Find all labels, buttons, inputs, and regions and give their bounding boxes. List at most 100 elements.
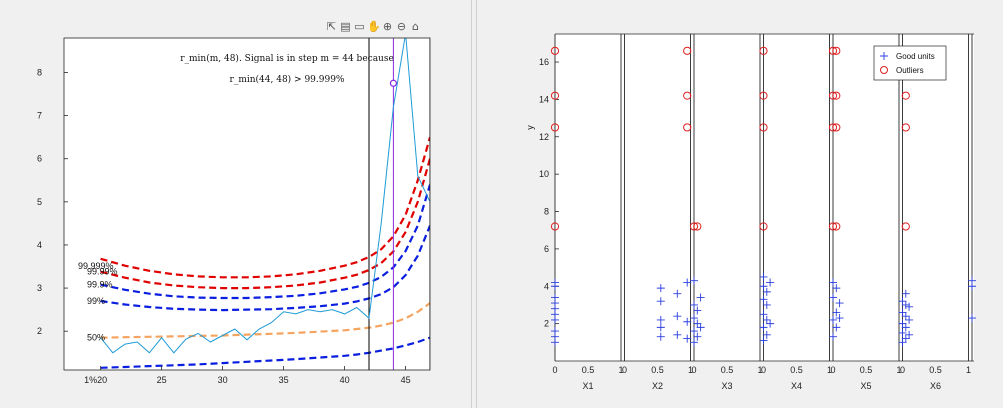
plot-area bbox=[64, 38, 430, 370]
outlier-point bbox=[828, 123, 838, 132]
panel-tick-label: 0 bbox=[691, 365, 696, 375]
panel-tick-label: 1 bbox=[618, 365, 623, 375]
legend-outlier-marker bbox=[880, 66, 888, 74]
envelope-label: 99.9% bbox=[87, 280, 113, 290]
good-unit-point bbox=[762, 330, 771, 339]
y-tick-label: 12 bbox=[539, 132, 549, 142]
good-unit-point bbox=[766, 319, 775, 328]
outlier-point bbox=[693, 222, 702, 231]
good-unit-point bbox=[551, 299, 559, 308]
outlier-point bbox=[550, 222, 560, 231]
pan-icon[interactable]: ✋ bbox=[367, 20, 381, 33]
good-unit-point bbox=[690, 300, 698, 309]
good-unit-point bbox=[656, 315, 665, 324]
outlier-point bbox=[550, 123, 560, 132]
good-unit-point bbox=[673, 312, 682, 321]
panel-tick-label: 1 bbox=[896, 365, 901, 375]
panel-tick-label: 0 bbox=[622, 365, 627, 375]
good-unit-point bbox=[656, 284, 665, 293]
outlier-point bbox=[832, 123, 841, 132]
x-tick-label: 40 bbox=[340, 375, 350, 385]
zoom-in-icon[interactable]: ⊕ bbox=[382, 20, 393, 33]
good-unit-point bbox=[759, 323, 768, 332]
envelope-label: 50% bbox=[87, 333, 105, 343]
good-unit-point bbox=[898, 338, 907, 347]
good-unit-point bbox=[905, 302, 914, 311]
good-unit-point bbox=[683, 317, 692, 326]
panel-tick-label: 0.5 bbox=[790, 365, 803, 375]
envelope-label: 99% bbox=[87, 296, 105, 306]
outlier-point bbox=[683, 123, 692, 132]
y-tick-label: 4 bbox=[544, 281, 549, 291]
panel-label-x1: X1 bbox=[582, 381, 593, 391]
good-unit-point bbox=[968, 276, 976, 285]
save-icon[interactable]: ▤ bbox=[340, 20, 351, 33]
outlier-point bbox=[828, 91, 838, 100]
good-unit-point bbox=[832, 284, 841, 293]
panel-tick-label: 0 bbox=[761, 365, 766, 375]
panel-tick-label: 0.5 bbox=[860, 365, 873, 375]
monitored-line bbox=[100, 38, 430, 354]
envelope-label: 99.999% bbox=[78, 261, 114, 271]
axes-box bbox=[63, 37, 431, 371]
data-tips-icon[interactable]: ▭ bbox=[354, 20, 365, 33]
x-tick-label: 1%20 bbox=[84, 375, 107, 385]
good-unit-point bbox=[693, 319, 702, 328]
y-tick-label: 3 bbox=[37, 283, 42, 293]
panel-tick-label: 1 bbox=[757, 365, 762, 375]
panel-label-x6: X6 bbox=[930, 381, 941, 391]
good-unit-point bbox=[759, 336, 768, 345]
good-unit-point bbox=[683, 278, 692, 287]
good-unit-point bbox=[905, 315, 914, 324]
y-tick-label: 6 bbox=[544, 244, 549, 254]
envelope-line-1 bbox=[100, 158, 430, 290]
panel-label-x3: X3 bbox=[721, 381, 732, 391]
good-unit-point bbox=[762, 287, 771, 296]
good-unit-point bbox=[901, 312, 910, 321]
good-unit-point bbox=[673, 289, 682, 298]
right-figure-window: 2 4 6 8 10 12 14 16 y 0 0.5 1 X1 0 0.5 1 X2 0 0.5 1 X3 0 0.5 1 X… bbox=[476, 0, 1003, 408]
good-unit-point bbox=[832, 308, 841, 317]
axes-toolbar: ⇱ ▤ ▭ ✋ ⊕ ⊖ ⌂ bbox=[325, 20, 422, 36]
good-unit-point bbox=[693, 332, 702, 341]
x-tick-label: 25 bbox=[157, 375, 167, 385]
good-unit-point bbox=[762, 300, 771, 309]
good-unit-point bbox=[690, 314, 698, 323]
legend-good-marker bbox=[880, 52, 888, 60]
y-tick-label: 7 bbox=[37, 111, 42, 121]
good-unit-point bbox=[898, 308, 907, 317]
panel-label-x2: X2 bbox=[652, 381, 663, 391]
good-unit-point bbox=[766, 278, 775, 287]
envelope-line-4 bbox=[100, 302, 430, 339]
outlier-point bbox=[901, 91, 910, 100]
zoom-out-icon[interactable]: ⊖ bbox=[396, 20, 407, 33]
good-unit-point bbox=[696, 323, 705, 332]
y-tick-label: 2 bbox=[37, 326, 42, 336]
outlier-point bbox=[759, 123, 768, 132]
legend-outlier-label: Outliers bbox=[896, 66, 924, 75]
export-icon[interactable]: ⇱ bbox=[326, 20, 337, 33]
good-unit-point bbox=[759, 272, 768, 281]
good-unit-point bbox=[901, 334, 910, 343]
good-unit-point bbox=[656, 332, 665, 341]
good-unit-point bbox=[829, 278, 837, 287]
envelope-line-3 bbox=[100, 225, 430, 312]
good-unit-point bbox=[835, 314, 844, 323]
good-unit-point bbox=[551, 310, 559, 319]
home-icon[interactable]: ⌂ bbox=[412, 20, 419, 33]
outlier-point bbox=[683, 91, 692, 100]
outlier-point bbox=[550, 46, 560, 55]
panel-tick-label: 1 bbox=[688, 365, 693, 375]
good-unit-point bbox=[690, 276, 698, 285]
outlier-point bbox=[759, 222, 768, 231]
y-tick-label: 6 bbox=[37, 154, 42, 164]
good-unit-point bbox=[690, 338, 698, 347]
good-unit-point bbox=[968, 314, 976, 323]
good-unit-point bbox=[673, 330, 682, 339]
good-unit-point bbox=[656, 323, 665, 332]
good-unit-point bbox=[683, 334, 692, 343]
outlier-point bbox=[550, 91, 560, 100]
outlier-point bbox=[901, 123, 910, 132]
panel-tick-label: 0.5 bbox=[582, 365, 595, 375]
